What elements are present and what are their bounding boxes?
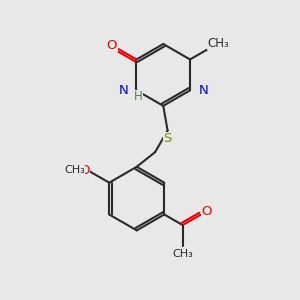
Text: CH₃: CH₃ — [64, 165, 85, 175]
Text: O: O — [106, 39, 117, 52]
Text: H: H — [134, 90, 142, 104]
Text: N: N — [198, 84, 208, 97]
Text: CH₃: CH₃ — [207, 37, 229, 50]
Text: O: O — [202, 205, 212, 218]
Text: CH₃: CH₃ — [172, 249, 193, 259]
Text: S: S — [164, 132, 172, 145]
Text: O: O — [79, 164, 90, 177]
Text: N: N — [118, 84, 128, 97]
